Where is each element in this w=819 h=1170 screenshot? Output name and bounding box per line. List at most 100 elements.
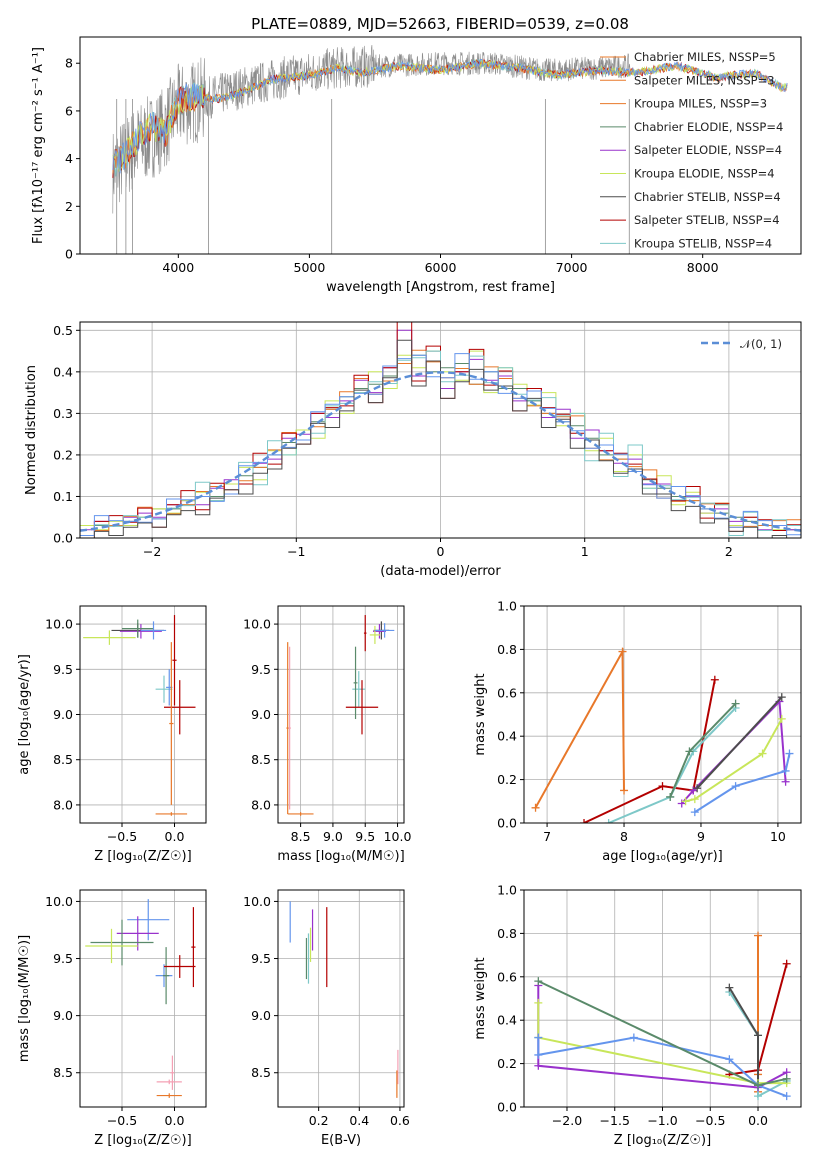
x-axis-label: Z [log₁₀(Z/Z☉)] xyxy=(94,849,191,864)
series-marker xyxy=(666,792,675,801)
series-marker xyxy=(754,1092,763,1101)
error-bar-point xyxy=(90,919,154,966)
y-tick-label: 0.0 xyxy=(53,531,73,546)
y-tick-label: 9.5 xyxy=(53,951,73,966)
error-bar-point xyxy=(155,675,173,703)
series-marker xyxy=(534,1033,543,1042)
series-line xyxy=(696,696,783,789)
series-marker xyxy=(758,749,767,758)
mass-weight-series xyxy=(690,749,794,817)
plot-area xyxy=(85,899,196,1098)
y-tick-label: 8.5 xyxy=(53,752,73,767)
error-bar-point xyxy=(164,680,196,735)
series-line xyxy=(608,707,737,823)
series-marker xyxy=(781,777,790,786)
figure-title: PLATE=0889, MJD=52663, FIBERID=0539, z=0… xyxy=(251,15,629,33)
y-axis-label: mass weight xyxy=(473,673,488,755)
error-bar-point xyxy=(85,928,138,964)
error-bar-point xyxy=(169,642,174,805)
legend-entry: Kroupa ELODIE, NSSP=4 xyxy=(634,167,775,181)
x-tick-label: −1.5 xyxy=(600,1113,630,1128)
series-marker xyxy=(531,803,540,812)
series-marker xyxy=(693,784,702,793)
series-marker xyxy=(618,647,627,656)
mass-weight-series xyxy=(580,675,719,823)
x-axis-label: age [log₁₀(age/yr)] xyxy=(602,849,723,864)
plot-area xyxy=(286,615,395,816)
grid xyxy=(80,606,206,823)
mass-weight-series xyxy=(534,977,791,1090)
mass-weight-series xyxy=(531,647,629,812)
series-marker xyxy=(754,1081,763,1090)
legend-entry: Kroupa MILES, NSSP=3 xyxy=(634,97,767,111)
y-tick-label: 9.0 xyxy=(53,1008,73,1023)
y-tick-label: 0.6 xyxy=(497,969,517,984)
series-marker xyxy=(782,959,791,968)
series-line xyxy=(694,753,791,813)
error-bar-point xyxy=(374,623,395,638)
y-axis-label: Flux [fλ10⁻¹⁷ erg cm⁻² s⁻¹ A⁻¹] xyxy=(31,47,46,244)
x-tick-label: 10.0 xyxy=(384,829,412,844)
y-tick-label: 10.0 xyxy=(45,617,73,632)
y-tick-label: 0.3 xyxy=(53,406,73,421)
grid xyxy=(80,890,206,1107)
series-marker xyxy=(782,1092,791,1101)
residual-histogram xyxy=(80,350,801,538)
series-line xyxy=(534,647,625,809)
error-bar-point xyxy=(369,625,381,644)
plot-area xyxy=(531,647,794,823)
error-bar-point xyxy=(155,812,188,816)
age-vs-mass-axes: 8.5 9.0 9.5 10.0 8.0 8.5 9.0 9.5 10.0 mass [log₁₀… xyxy=(243,605,412,864)
x-axis-label: mass [log₁₀(M/M☉)] xyxy=(277,849,404,864)
y-tick-label: 10.0 xyxy=(243,894,271,909)
legend-entry: Salpeter ELODIE, NSSP=4 xyxy=(634,143,782,157)
x-tick-label: 0 xyxy=(437,544,445,559)
error-bar-point xyxy=(164,955,196,978)
series-marker xyxy=(629,1033,638,1042)
x-tick-label: 8.5 xyxy=(291,829,311,844)
model-spectrum xyxy=(112,60,788,174)
legend-entry: Chabrier MILES, NSSP=5 xyxy=(634,50,776,64)
y-axis-label: age [log₁₀(age/yr)] xyxy=(17,654,32,775)
y-tick-label: 0.4 xyxy=(497,1013,517,1028)
x-tick-label: −0.5 xyxy=(107,1113,137,1128)
x-tick-label: 4000 xyxy=(162,260,194,275)
series-marker xyxy=(534,1061,543,1070)
error-bar-point xyxy=(363,615,367,652)
series-marker xyxy=(725,1055,734,1064)
x-tick-label: −1.0 xyxy=(647,1113,677,1128)
mass-weight-vs-age-axes: 7 8 9 10 0.0 0.2 0.4 0.6 0.8 1.0 age [log₁₀(age/yr… xyxy=(473,599,802,864)
series-marker xyxy=(620,786,629,795)
axes-frame xyxy=(79,605,207,824)
y-axis-label: Normed distribution xyxy=(24,365,39,495)
y-tick-label: 0.8 xyxy=(497,926,517,941)
error-bar-point xyxy=(288,646,291,810)
series-marker xyxy=(534,1050,543,1059)
axes-frame xyxy=(277,889,405,1108)
y-tick-label: 0 xyxy=(65,247,73,262)
spectrum-axes: 4000 5000 6000 7000 8000 0 2 4 6 8 wavelength [Ang… xyxy=(31,36,802,295)
axes-frame xyxy=(523,605,802,824)
series-marker xyxy=(731,782,740,791)
y-axis-label: mass weight xyxy=(473,957,488,1039)
y-tick-label: 9.0 xyxy=(251,1008,271,1023)
y-tick-label: 9.0 xyxy=(251,707,271,722)
x-tick-label: 5000 xyxy=(294,260,326,275)
legend: Chabrier MILES, NSSP=5 Salpeter MILES, NS… xyxy=(600,50,783,250)
y-tick-label: 0.2 xyxy=(53,447,73,462)
series-marker xyxy=(534,998,543,1007)
x-tick-label: 1 xyxy=(581,544,589,559)
grid xyxy=(278,606,404,823)
residuals-axes: −2 −1 0 1 2 0.0 0.1 0.2 0.3 0.4 0.5 (data-model)/er… xyxy=(24,321,802,579)
series-line xyxy=(537,1002,787,1085)
series-marker xyxy=(604,819,613,823)
series-marker xyxy=(785,749,794,758)
mass-vs-ebv-axes: 0.2 0.4 0.6 8.5 9.0 9.5 10.0 E(B-V) xyxy=(243,889,410,1148)
y-tick-label: 9.5 xyxy=(251,662,271,677)
error-bar-point xyxy=(122,619,154,638)
axes-frame xyxy=(277,605,405,824)
x-tick-label: 7 xyxy=(543,829,551,844)
x-axis-label: E(B-V) xyxy=(321,1133,361,1148)
x-tick-label: 6000 xyxy=(425,260,457,275)
plot-area xyxy=(112,44,788,254)
